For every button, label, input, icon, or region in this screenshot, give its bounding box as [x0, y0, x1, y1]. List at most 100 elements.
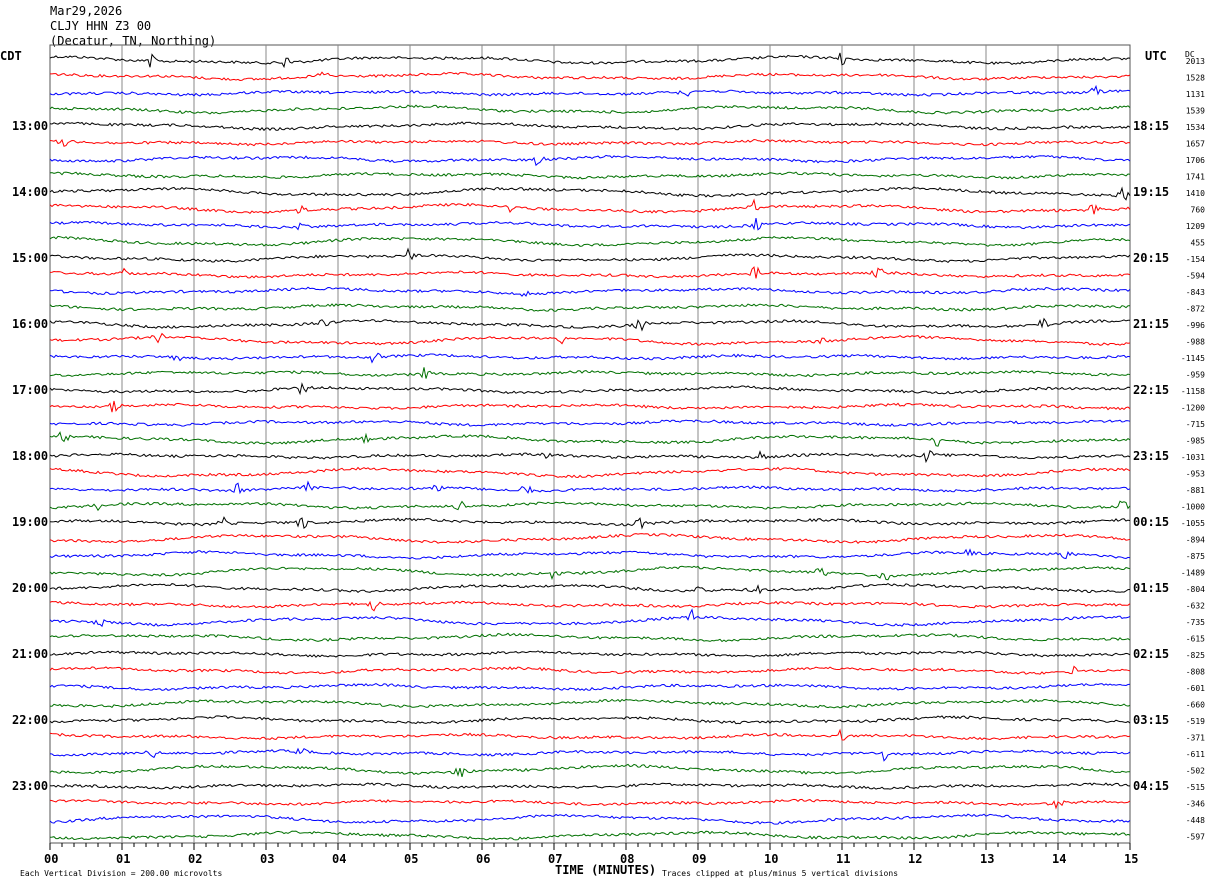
trace-line	[50, 71, 1131, 82]
trace-line	[49, 548, 1131, 560]
trace-line	[49, 650, 1131, 658]
dc-offset-label: -988	[1186, 338, 1205, 347]
trace-line	[49, 500, 1131, 512]
dc-offset-label: 1706	[1186, 156, 1205, 165]
dc-offset-label: -1145	[1181, 354, 1205, 363]
dc-offset-label: -825	[1186, 651, 1205, 660]
dc-label: DC	[1185, 50, 1195, 59]
dc-offset-label: -1200	[1181, 404, 1205, 413]
trace-line	[49, 52, 1131, 69]
dc-offset-label: -1000	[1181, 503, 1205, 512]
utc-hour-label: 21:15	[1133, 317, 1169, 331]
dc-offset-label: -843	[1186, 288, 1205, 297]
x-tick-label: 15	[1124, 852, 1138, 866]
dc-offset-label: -881	[1186, 486, 1205, 495]
x-tick-label: 10	[764, 852, 778, 866]
trace-line	[49, 104, 1131, 115]
trace-line	[49, 332, 1131, 346]
dc-offset-label: 760	[1191, 206, 1206, 215]
cdt-hour-label: 16:00	[12, 317, 48, 331]
utc-hour-label: 04:15	[1133, 779, 1169, 793]
x-tick-label: 13	[980, 852, 994, 866]
trace-line	[49, 367, 1131, 379]
x-tick-label: 14	[1052, 852, 1066, 866]
trace-line	[49, 419, 1131, 427]
dc-offset-label: -601	[1186, 684, 1205, 693]
trace-line	[49, 84, 1131, 97]
dc-offset-label: -346	[1186, 800, 1205, 809]
trace-line	[49, 317, 1131, 332]
cdt-hour-label: 23:00	[12, 779, 48, 793]
cdt-hour-label: 14:00	[12, 185, 48, 199]
clip-note: Traces clipped at plus/minus 5 vertical …	[662, 869, 898, 878]
trace-line	[49, 303, 1131, 312]
cdt-hour-label: 21:00	[12, 647, 48, 661]
dc-offset-label: -597	[1186, 833, 1205, 842]
dc-offset-label: -735	[1186, 618, 1205, 627]
x-tick-label: 06	[476, 852, 490, 866]
cdt-hour-label: 13:00	[12, 119, 48, 133]
plot-frame	[49, 44, 1131, 844]
dc-offset-label: 455	[1191, 239, 1206, 248]
trace-line	[49, 247, 1131, 264]
dc-offset-label: -1055	[1181, 519, 1205, 528]
utc-hour-label: 02:15	[1133, 647, 1169, 661]
trace-line	[49, 533, 1131, 545]
dc-offset-label: -985	[1186, 437, 1205, 446]
trace-line	[49, 698, 1131, 709]
trace-line	[49, 608, 1131, 628]
dc-offset-label: -632	[1186, 602, 1205, 611]
station-name: CLJY HHN Z3 00	[50, 19, 152, 33]
cdt-hour-label: 20:00	[12, 581, 48, 595]
dc-offset-label: -808	[1186, 668, 1205, 677]
x-tick-label: 04	[332, 852, 346, 866]
x-tick-label: 00	[44, 852, 58, 866]
dc-offset-label: -371	[1186, 734, 1205, 743]
scale-note: Each Vertical Division = 200.00 microvol…	[20, 869, 222, 878]
dc-offset-label: 1534	[1186, 123, 1205, 132]
dc-offset-label: -660	[1186, 701, 1205, 710]
trace-line	[49, 813, 1131, 825]
trace-line	[49, 171, 1131, 180]
utc-hour-label: 23:15	[1133, 449, 1169, 463]
dc-offset-label: -519	[1186, 717, 1205, 726]
dc-offset-label: -872	[1186, 305, 1205, 314]
chart-date: Mar29,2026	[50, 4, 123, 18]
trace-line	[49, 516, 1131, 530]
utc-hour-label: 20:15	[1133, 251, 1169, 265]
dc-offset-label: -953	[1186, 470, 1205, 479]
trace-line	[49, 583, 1131, 595]
trace-line	[49, 235, 1131, 247]
x-axis-title: TIME (MINUTES)	[555, 863, 656, 877]
dc-offset-label: 2013	[1186, 57, 1205, 66]
dc-offset-label: -715	[1186, 420, 1205, 429]
trace-line	[49, 431, 1131, 447]
dc-offset-label: -154	[1186, 255, 1205, 264]
trace-line	[49, 565, 1131, 581]
right-axis-label: UTC	[1145, 49, 1167, 63]
dc-offset-label: 1528	[1186, 74, 1205, 83]
dc-offset-label: 1410	[1186, 189, 1205, 198]
trace-line	[49, 286, 1131, 297]
cdt-hour-label: 17:00	[12, 383, 48, 397]
trace-line	[49, 218, 1131, 231]
utc-hour-label: 01:15	[1133, 581, 1169, 595]
trace-line	[49, 632, 1131, 643]
dc-offset-label: 1209	[1186, 222, 1205, 231]
dc-offset-label: -594	[1186, 272, 1205, 281]
dc-offset-label: -502	[1186, 767, 1205, 776]
left-axis-label: CDT	[0, 49, 22, 63]
trace-line	[49, 400, 1131, 413]
trace-line	[49, 198, 1131, 215]
utc-hour-label: 22:15	[1133, 383, 1169, 397]
trace-line	[49, 715, 1131, 725]
utc-hour-label: 03:15	[1133, 713, 1169, 727]
trace-line	[49, 665, 1131, 675]
trace-line	[49, 782, 1131, 790]
cdt-hour-label: 15:00	[12, 251, 48, 265]
dc-offset-label: -894	[1186, 536, 1205, 545]
trace-line	[49, 798, 1131, 810]
x-tick-label: 01	[116, 852, 130, 866]
trace-line	[49, 480, 1131, 495]
